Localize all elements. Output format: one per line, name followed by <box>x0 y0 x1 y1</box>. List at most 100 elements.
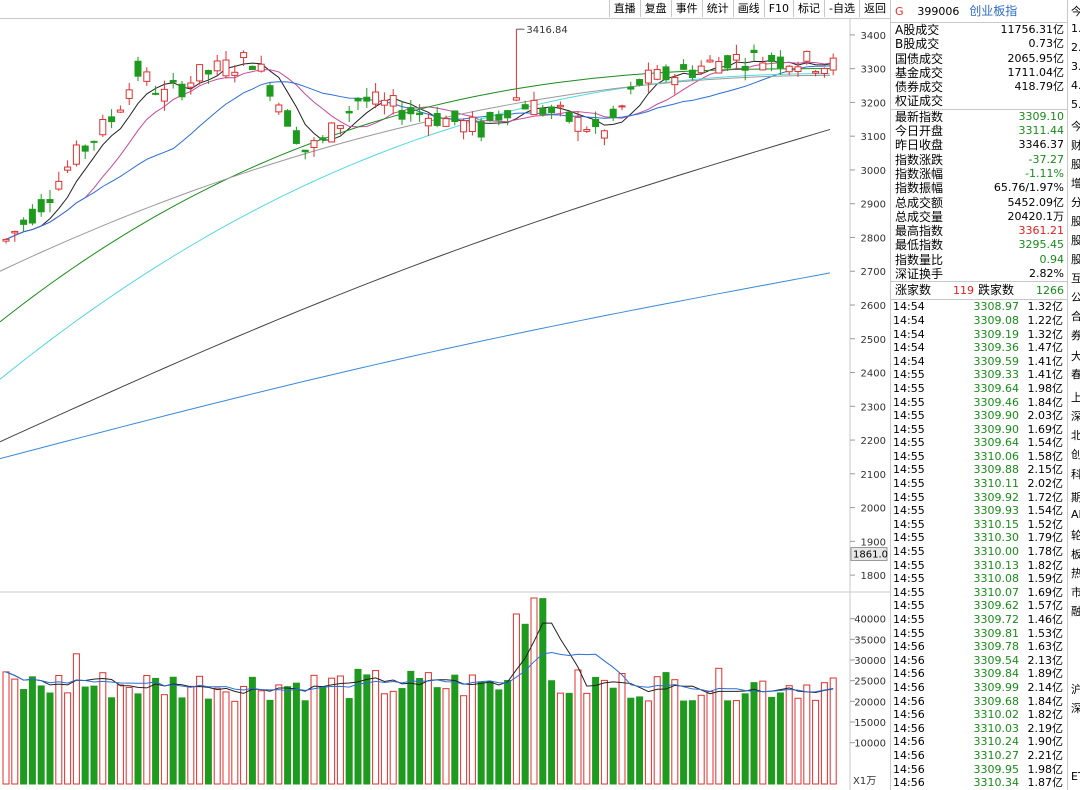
tick-row: 14:55 3309.90 1.69亿 <box>891 423 1068 437</box>
side-item[interactable]: 股 <box>1071 156 1080 172</box>
candle-body <box>284 110 292 127</box>
side-item[interactable]: 春 <box>1071 366 1080 382</box>
candle-body <box>64 166 72 171</box>
volume-bar <box>803 684 811 785</box>
side-item[interactable]: 板 <box>1071 546 1080 562</box>
candle-body <box>125 89 133 99</box>
volume-bar <box>451 674 459 785</box>
volume-bar <box>169 676 177 785</box>
side-item[interactable]: 深 <box>1071 408 1080 424</box>
candle-body <box>829 57 837 71</box>
side-item[interactable]: 轮 <box>1071 527 1080 543</box>
side-item[interactable]: 财 <box>1071 137 1080 153</box>
candle-body <box>407 107 415 115</box>
volume-ma-line <box>5 622 834 695</box>
info-row: 最新指数 3309.10 <box>891 110 1068 124</box>
tick-amount: 2.02亿 <box>1027 477 1064 491</box>
side-item[interactable]: 热 <box>1071 565 1080 581</box>
side-item[interactable]: 股 <box>1071 213 1080 229</box>
candle-body <box>160 88 168 102</box>
side-item[interactable]: 4. <box>1071 79 1080 92</box>
volume-bar <box>240 685 248 785</box>
candle-body <box>618 105 626 108</box>
toolbar-button[interactable]: 返回 <box>859 0 890 17</box>
volume-bar <box>812 699 820 785</box>
volume-bar <box>213 687 221 785</box>
side-item[interactable]: 期 <box>1071 489 1080 505</box>
tick-amount: 1.79亿 <box>1027 531 1064 545</box>
side-item[interactable]: 北 <box>1071 427 1080 443</box>
candle-body <box>187 82 195 88</box>
info-value: 0.73亿 <box>1028 37 1065 51</box>
info-value: 2065.95亿 <box>1007 51 1065 65</box>
info-value: 3295.45 <box>1018 238 1065 252</box>
candle-body <box>20 219 28 225</box>
side-item[interactable]: 股 <box>1071 251 1080 267</box>
kline-chart-svg[interactable]: 3400 3300 3200 3100 3000 2900 2800 2700 2600 2500… <box>0 18 890 790</box>
candle-body <box>55 180 63 190</box>
volume-bar <box>504 679 512 785</box>
toolbar-button[interactable]: -自选 <box>824 0 859 17</box>
side-item[interactable]: 5. <box>1071 98 1080 111</box>
info-row: 总成交额 5452.09亿 <box>891 196 1068 210</box>
side-item[interactable]: 公 <box>1071 289 1080 305</box>
side-item[interactable]: 2. <box>1071 41 1080 54</box>
side-item[interactable]: 科 <box>1071 466 1080 482</box>
kline-chart[interactable]: 3400 3300 3200 3100 3000 2900 2800 2700 2600 2500… <box>0 18 890 790</box>
tick-row: 14:55 3310.13 1.82亿 <box>891 559 1068 573</box>
ma-gray-line <box>0 74 831 272</box>
index-name[interactable]: 创业板指 <box>969 4 1018 18</box>
side-item[interactable]: 深 <box>1071 700 1080 716</box>
toolbar-button[interactable]: 复盘 <box>639 0 671 17</box>
side-item[interactable]: ET <box>1071 770 1080 783</box>
toolbar-button[interactable]: 画线 <box>732 0 764 17</box>
tick-row: 14:56 3310.34 1.87亿 <box>891 776 1068 790</box>
toolbar-button[interactable]: F10 <box>763 0 793 17</box>
price-axis-label: 1900 <box>861 537 886 548</box>
side-item[interactable]: 合 <box>1071 308 1080 324</box>
tick-list[interactable]: 14:54 3308.97 1.32亿 14:54 3309.08 1.22亿 14:54 3… <box>891 299 1068 789</box>
side-item[interactable]: 股 <box>1071 232 1080 248</box>
side-item[interactable]: 今 <box>1071 3 1080 19</box>
side-item[interactable]: 大 <box>1071 348 1080 364</box>
side-panel[interactable]: 今1.2.3.4.5.今财股增分股股股互公合券大春上深北创科期AH轮板热市融沪深… <box>1067 0 1080 790</box>
info-row: 最高指数 3361.21 <box>891 224 1068 238</box>
tick-row: 14:54 3309.59 1.41亿 <box>891 355 1068 369</box>
toolbar-button[interactable]: 事件 <box>670 0 702 17</box>
side-item[interactable]: 沪 <box>1071 681 1080 697</box>
candle-body <box>328 122 336 143</box>
info-row: 深证换手 2.82% <box>891 267 1068 281</box>
side-item[interactable]: 市 <box>1071 584 1080 600</box>
tick-row: 14:54 3309.08 1.22亿 <box>891 314 1068 328</box>
side-item[interactable]: 1. <box>1071 22 1080 35</box>
tick-time: 14:54 <box>893 313 925 327</box>
price-axis-label: 3200 <box>861 98 886 109</box>
price-flag-box <box>850 547 888 562</box>
toolbar-button[interactable]: 直播 <box>608 0 640 17</box>
side-item[interactable]: 增 <box>1071 175 1080 191</box>
toolbar-button[interactable]: 标记 <box>793 0 824 17</box>
side-item[interactable]: AH <box>1071 508 1080 521</box>
info-row: 国债成交 2065.95亿 <box>891 52 1068 66</box>
volume-bar <box>820 682 828 785</box>
side-item[interactable]: 融 <box>1071 603 1080 619</box>
side-item[interactable]: 今 <box>1071 118 1080 134</box>
ma60-line <box>0 73 831 380</box>
candle-body <box>565 111 573 122</box>
side-item[interactable]: 创 <box>1071 446 1080 462</box>
side-item[interactable]: 互 <box>1071 270 1080 286</box>
side-item[interactable]: 券 <box>1071 327 1080 343</box>
up-count: 119 <box>953 284 974 298</box>
volume-bar <box>266 699 274 785</box>
side-item[interactable]: 分 <box>1071 194 1080 210</box>
tick-amount: 1.82亿 <box>1027 558 1064 572</box>
toolbar-button[interactable]: 统计 <box>701 0 733 17</box>
volume-bar <box>574 669 582 785</box>
info-label: 权证成交 <box>895 94 944 109</box>
candle-body <box>460 120 468 133</box>
side-item[interactable]: 上 <box>1071 389 1080 405</box>
candle-body <box>108 116 116 123</box>
side-item[interactable]: 3. <box>1071 60 1080 73</box>
tick-amount: 2.13亿 <box>1027 653 1064 667</box>
tick-row: 14:55 3309.72 1.46亿 <box>891 613 1068 627</box>
